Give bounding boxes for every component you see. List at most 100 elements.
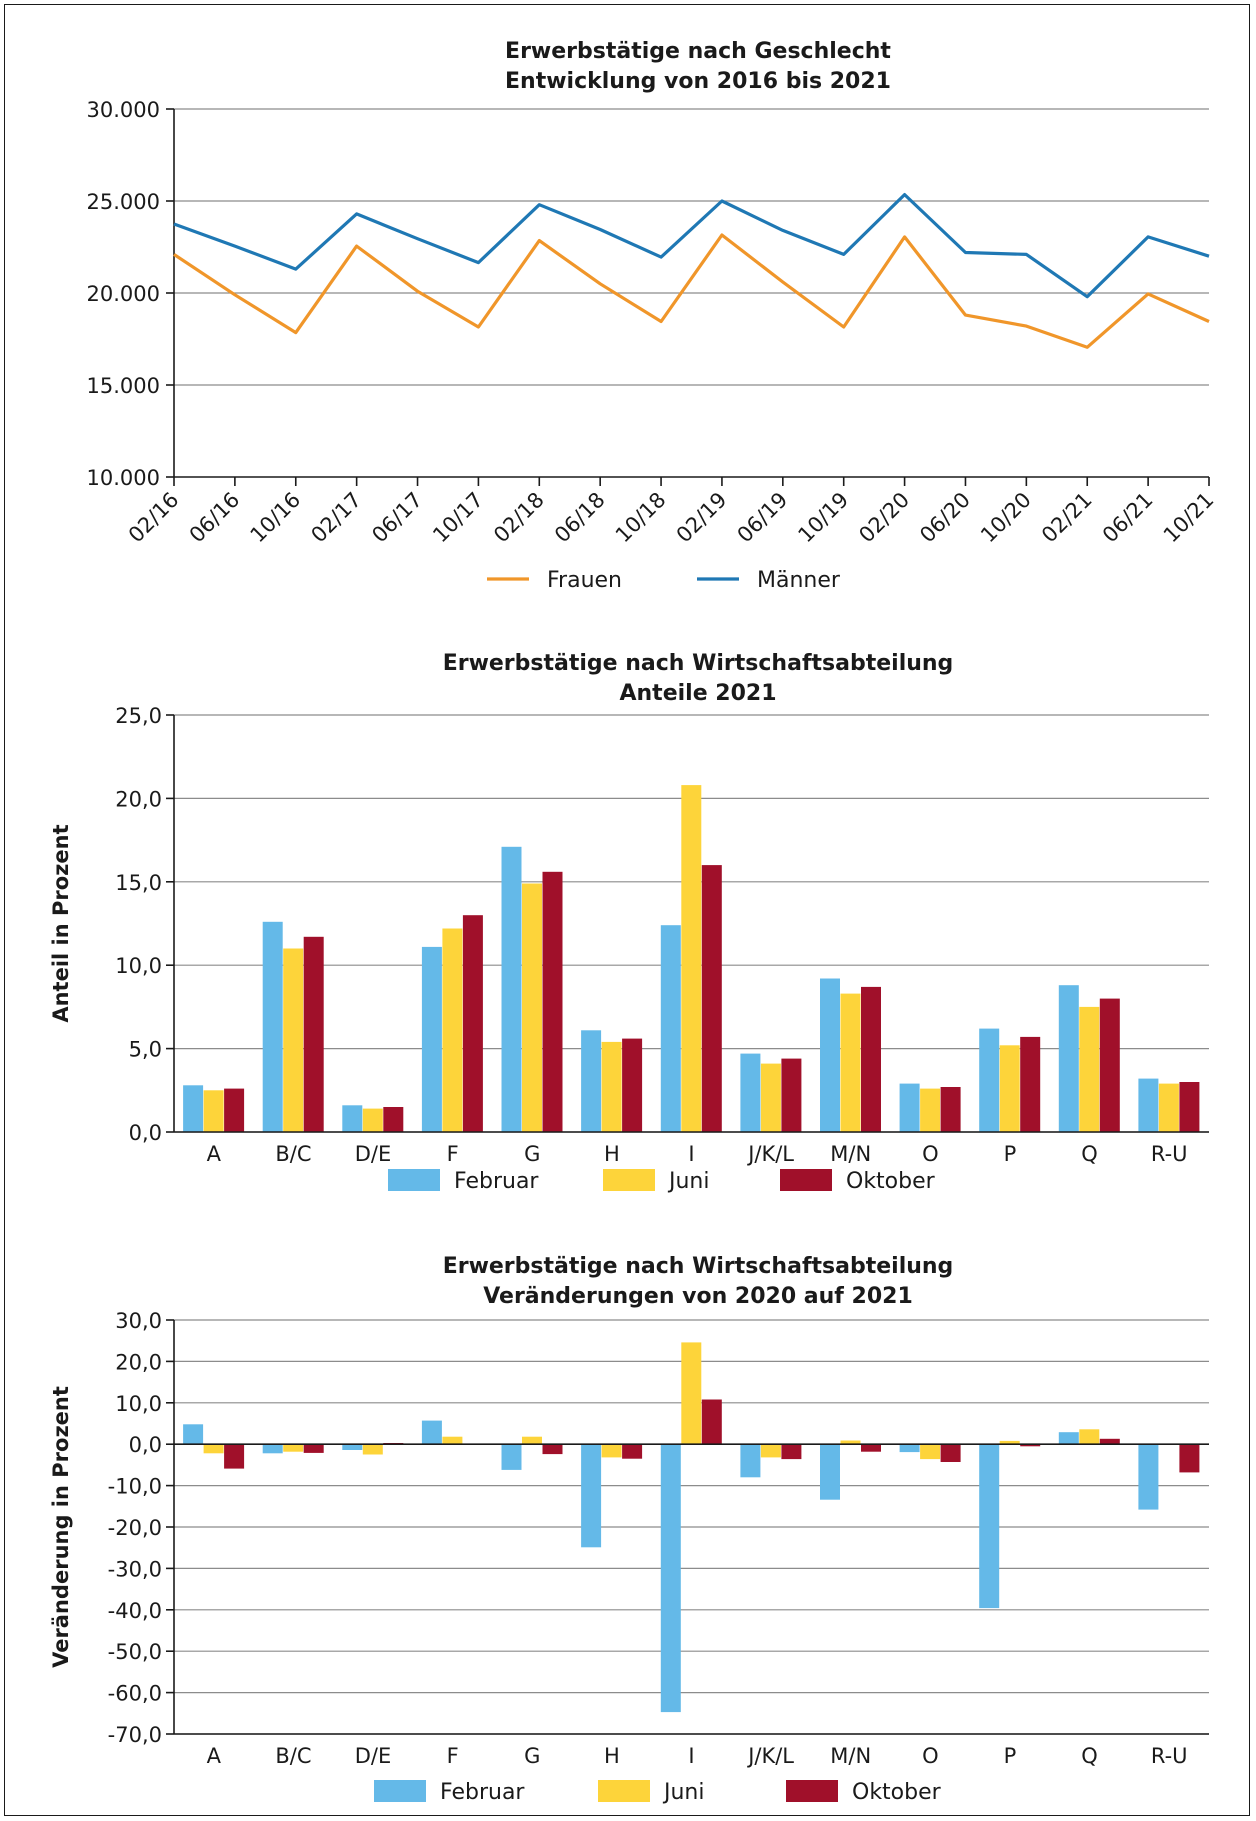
chart1-series-maenner-line — [173, 193, 1210, 299]
chart2-bar-februar-mn — [820, 978, 840, 1132]
chart2-bar-juni-f — [442, 928, 463, 1132]
chart3-bar-februar-q — [1058, 1432, 1079, 1445]
chart2-bar-juni-q — [1079, 1006, 1100, 1132]
chart3-bar-februar-jkl — [740, 1444, 761, 1478]
chart3-bar-februar-f — [421, 1420, 442, 1445]
chart2-bar-juni-p — [999, 1045, 1020, 1132]
chart1-ytick-label: 10.000 — [87, 466, 160, 490]
chart3-xtick-label: R-U — [1151, 1744, 1188, 1768]
chart3-ytick-label: 20,0 — [115, 1350, 162, 1374]
chart3-bar-oktober-bc — [303, 1444, 324, 1453]
chart3-subtitle: Veränderungen von 2020 auf 2021 — [483, 1284, 913, 1309]
chart3-bar-februar-a — [183, 1424, 204, 1445]
chart3-xtick-label: M/N — [830, 1744, 871, 1768]
chart3-bar-oktober-a — [224, 1444, 245, 1469]
chart2-xtick-label: D/E — [355, 1142, 392, 1166]
chart3-bar-oktober-q — [1099, 1438, 1120, 1445]
chart3-ytick-label: -20,0 — [108, 1516, 162, 1540]
chart2-bar-oktober-f — [462, 915, 483, 1132]
chart3-xtick-label: P — [1004, 1744, 1017, 1768]
chart3-xtick-label: A — [207, 1744, 222, 1768]
chart1-xtick-label: 02/18 — [489, 488, 549, 548]
chart3-ytick-label: 30,0 — [115, 1309, 162, 1333]
chart2-bar-oktober-q — [1099, 998, 1120, 1132]
chart2-bar-oktober-ru — [1179, 1082, 1200, 1132]
chart3-bar-juni-mn — [840, 1440, 861, 1445]
chart3-bar-juni-f — [442, 1436, 463, 1445]
chart1-xtick-label: 02/21 — [1037, 488, 1097, 548]
chart1-xtick-label: 06/18 — [550, 488, 610, 548]
chart2-xtick-label: Q — [1081, 1142, 1098, 1166]
chart3-bar-oktober-g — [542, 1444, 563, 1455]
chart3-ytick-label: 0,0 — [129, 1433, 162, 1457]
chart3-bar-oktober-h — [622, 1444, 643, 1459]
chart2-bar-juni-bc — [283, 948, 304, 1132]
chart2-bar-februar-q — [1058, 985, 1079, 1132]
chart2-bar-oktober-i — [701, 865, 722, 1132]
chart3-xtick-label: G — [524, 1744, 540, 1768]
chart2-bar-oktober-g — [542, 871, 563, 1132]
chart3-bar-juni-i — [681, 1342, 702, 1445]
chart2-ytick-label: 25,0 — [115, 704, 162, 728]
chart1-xtick-label: 06/17 — [367, 488, 427, 548]
chart1-xtick-label: 06/16 — [185, 488, 245, 548]
chart1-ytick-label: 30.000 — [87, 98, 160, 122]
chart3-bar-juni-q — [1079, 1429, 1100, 1445]
chart3-bar-februar-bc — [262, 1444, 283, 1454]
chart2-bar-februar-g — [501, 846, 522, 1132]
chart3-xtick-label: O — [922, 1744, 939, 1768]
chart1-legend-label: Frauen — [547, 568, 622, 593]
chart2-bar-februar-p — [979, 1028, 1000, 1132]
chart2-legend-swatch — [780, 1169, 832, 1191]
chart2-xtick-label: I — [688, 1142, 694, 1166]
chart2-bar-juni-g — [522, 883, 542, 1132]
chart3-bar-oktober-mn — [861, 1444, 881, 1452]
chart1-xtick-label: 10/17 — [428, 488, 488, 548]
chart3-xtick-label: I — [688, 1744, 694, 1768]
chart3-bar-oktober-ru — [1179, 1444, 1200, 1473]
chart3-legend-label: Februar — [440, 1780, 525, 1805]
chart2-bar-februar-ru — [1138, 1078, 1159, 1132]
chart2-bar-oktober-bc — [303, 936, 324, 1132]
chart3-bar-juni-jkl — [760, 1444, 781, 1458]
chart2-bar-februar-bc — [262, 921, 283, 1132]
chart3-ytick-label: 10,0 — [115, 1392, 162, 1416]
chart2-ytick-label: 10,0 — [115, 954, 162, 978]
chart1-legend-label: Männer — [757, 568, 841, 593]
chart1-xtick-label: 06/21 — [1098, 488, 1158, 548]
chart1-xtick-label: 10/20 — [976, 488, 1036, 548]
chart3-legend-label: Oktober — [852, 1780, 942, 1805]
chart1-xtick-label: 06/19 — [733, 488, 793, 548]
chart3-bar-februar-i — [660, 1444, 681, 1713]
chart2-ytick-label: 0,0 — [129, 1121, 162, 1145]
chart3-bar-juni-de — [362, 1444, 383, 1455]
chart2-bar-februar-i — [660, 925, 681, 1132]
chart3-bar-oktober-i — [701, 1399, 722, 1445]
chart3-bar-oktober-o — [940, 1444, 961, 1462]
chart2-bar-juni-jkl — [760, 1063, 781, 1132]
chart2-bar-februar-jkl — [740, 1053, 761, 1132]
chart2-legend-label: Oktober — [846, 1169, 936, 1194]
chart3-bar-februar-h — [581, 1444, 602, 1548]
chart2-xtick-label: J/K/L — [746, 1142, 794, 1166]
chart3-xtick-label: H — [604, 1744, 620, 1768]
chart3-bar-juni-a — [203, 1444, 224, 1454]
chart3-xtick-label: Q — [1081, 1744, 1098, 1768]
chart3-bar-oktober-jkl — [781, 1444, 802, 1460]
chart2-bar-juni-o — [920, 1088, 941, 1132]
chart2-xtick-label: H — [604, 1142, 620, 1166]
chart2-bar-oktober-h — [622, 1038, 643, 1132]
chart3-ytick-label: -70,0 — [108, 1723, 162, 1747]
chart3-bar-oktober-p — [1020, 1444, 1041, 1447]
chart2-bar-oktober-o — [940, 1087, 961, 1132]
chart2-bar-oktober-p — [1020, 1036, 1041, 1132]
chart2-xtick-label: O — [922, 1142, 939, 1166]
chart3-y-axis-label: Veränderung in Prozent — [49, 1386, 73, 1668]
chart2-bar-februar-h — [581, 1030, 602, 1132]
chart3-legend-swatch — [374, 1780, 426, 1802]
chart2-bar-juni-ru — [1158, 1083, 1179, 1132]
chart2-bar-februar-f — [421, 946, 442, 1132]
chart3-bar-februar-mn — [820, 1444, 840, 1500]
chart2-subtitle: Anteile 2021 — [619, 681, 776, 706]
chart2-legend-label: Februar — [454, 1169, 539, 1194]
